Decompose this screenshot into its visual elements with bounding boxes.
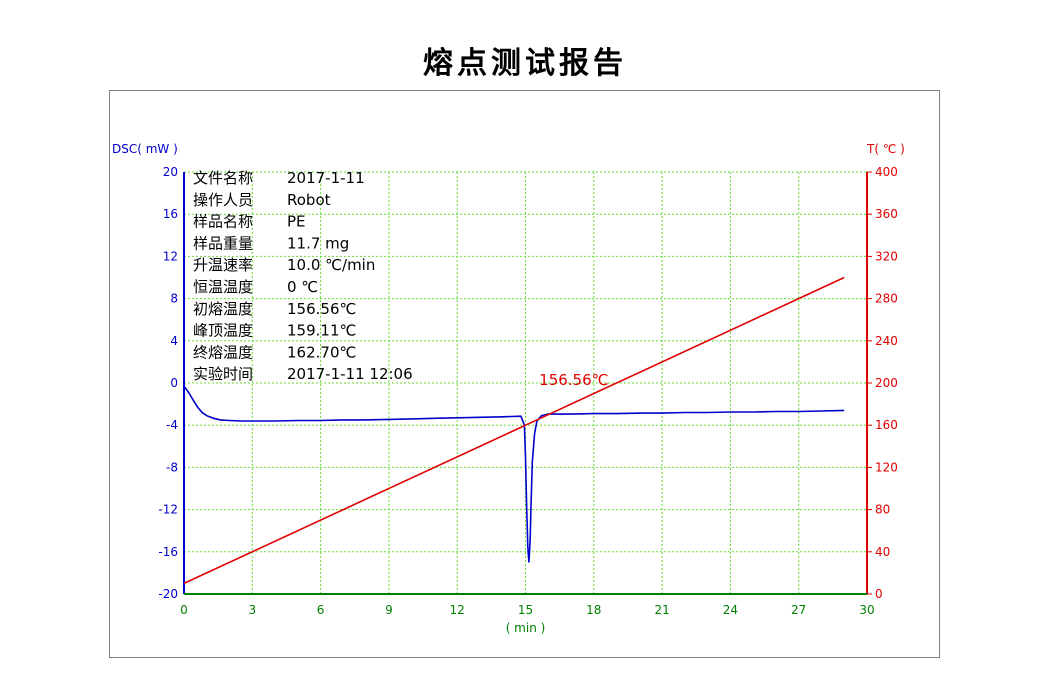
y-right-tick-label: 360 xyxy=(875,207,898,221)
info-value: 159.11℃ xyxy=(287,322,356,340)
x-tick-label: 12 xyxy=(450,603,465,617)
series-lines xyxy=(183,276,845,585)
y-left-tick-label: 8 xyxy=(170,292,178,306)
info-value: 0 ℃ xyxy=(287,278,318,296)
info-label: 终熔温度 xyxy=(193,343,253,361)
y-left-tick-label: 20 xyxy=(163,165,178,179)
x-tick-label: 15 xyxy=(518,603,533,617)
y-left-tick-label: 12 xyxy=(163,249,178,263)
y-right-tick-label: 160 xyxy=(875,418,898,432)
y-left-tick-label: 4 xyxy=(170,334,178,348)
y-left-tick-label: 0 xyxy=(170,376,178,390)
onset-annotation: 156.56℃ xyxy=(539,371,608,389)
y-left-tick-label: -4 xyxy=(166,418,178,432)
info-value: 162.70℃ xyxy=(287,343,356,361)
info-label: 操作人员 xyxy=(193,191,253,209)
y-right-tick-label: 320 xyxy=(875,249,898,263)
info-value: Robot xyxy=(287,191,331,209)
report-title: 熔点测试报告 xyxy=(423,46,627,81)
series-t-line xyxy=(183,276,845,585)
info-label: 样品重量 xyxy=(193,234,253,252)
x-tick-label: 3 xyxy=(248,603,256,617)
tick-labels: 0 3 6 9 12 15 18 21 24 27 30 -20 -16 -12 -8 -4 0 4 8 12 16 20… xyxy=(158,165,898,617)
y-right-tick-label: 400 xyxy=(875,165,898,179)
y-right-tick-label: 80 xyxy=(875,503,890,517)
y-right-tick-label: 0 xyxy=(875,587,883,601)
x-tick-label: 30 xyxy=(859,603,874,617)
x-tick-label: 21 xyxy=(654,603,669,617)
info-value: 2017-1-11 12:06 xyxy=(287,365,413,383)
x-tick-label: 18 xyxy=(586,603,601,617)
y-left-tick-label: -8 xyxy=(166,460,178,474)
info-label: 升温速率 xyxy=(193,256,253,274)
chart-frame: 0 3 6 9 12 15 18 21 24 27 30 -20 -16 -12 -8 -4 0 4 8 12 16 20… xyxy=(109,90,940,658)
info-value: 11.7 mg xyxy=(287,234,349,252)
y-right-tick-label: 40 xyxy=(875,545,890,559)
info-label: 样品名称 xyxy=(193,213,253,231)
y-right-tick-label: 120 xyxy=(875,460,898,474)
info-value: 10.0 ℃/min xyxy=(287,256,375,274)
y-left-tick-label: -12 xyxy=(158,503,178,517)
y-left-tick-label: -20 xyxy=(158,587,178,601)
y-left-tick-label: 16 xyxy=(163,207,178,221)
info-panel: 文件名称 2017-1-11 操作人员 Robot 样品名称 PE 样品重量 11.7 mg 升… xyxy=(193,169,413,383)
x-tick-label: 6 xyxy=(317,603,325,617)
x-tick-label: 9 xyxy=(385,603,393,617)
info-label: 文件名称 xyxy=(193,169,253,187)
y-right-tick-label: 280 xyxy=(875,292,898,306)
x-tick-label: 24 xyxy=(723,603,738,617)
dsc-chart: 0 3 6 9 12 15 18 21 24 27 30 -20 -16 -12 -8 -4 0 4 8 12 16 20… xyxy=(112,142,905,635)
y-right-axis-label: T( ℃ ) xyxy=(866,142,905,156)
x-tick-label: 27 xyxy=(791,603,806,617)
grid-lines xyxy=(184,171,868,594)
info-label: 峰顶温度 xyxy=(193,322,253,340)
y-right-tick-label: 200 xyxy=(875,376,898,390)
info-label: 初熔温度 xyxy=(193,300,253,318)
info-label: 实验时间 xyxy=(193,365,253,383)
y-left-tick-label: -16 xyxy=(158,545,178,559)
y-right-tick-label: 240 xyxy=(875,334,898,348)
series-dsc-line xyxy=(183,385,845,563)
x-tick-label: 0 xyxy=(180,603,188,617)
info-label: 恒温温度 xyxy=(193,278,253,296)
y-left-axis-label: DSC( mW ) xyxy=(112,142,178,156)
info-value: 156.56℃ xyxy=(287,300,356,318)
x-axis-label: ( min ) xyxy=(506,621,546,635)
info-value: PE xyxy=(287,213,306,231)
info-value: 2017-1-11 xyxy=(287,169,365,187)
